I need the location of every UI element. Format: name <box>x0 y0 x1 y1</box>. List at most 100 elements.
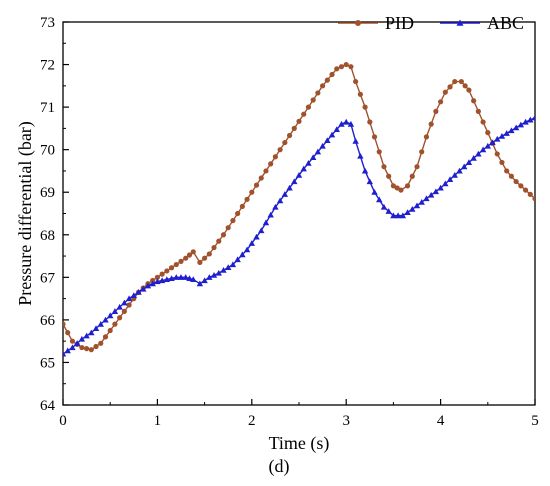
data-point <box>121 299 128 306</box>
y-tick-label: 64 <box>40 398 56 414</box>
data-point <box>432 188 440 195</box>
data-point <box>390 183 396 189</box>
data-point <box>451 172 458 178</box>
data-point <box>479 146 487 153</box>
data-point <box>168 275 175 281</box>
data-point <box>291 178 298 185</box>
data-point <box>371 189 378 195</box>
data-point <box>225 225 231 231</box>
data-point <box>243 246 251 253</box>
data-point <box>63 321 66 327</box>
data-point <box>527 116 534 123</box>
data-point <box>409 206 416 212</box>
data-point <box>168 265 175 271</box>
data-point <box>182 274 189 280</box>
data-point <box>456 167 463 174</box>
data-point <box>177 274 185 280</box>
data-point <box>286 184 293 191</box>
data-point <box>173 274 180 280</box>
data-point <box>98 340 104 346</box>
data-point <box>121 308 127 314</box>
data-point <box>428 121 434 127</box>
data-point <box>475 150 482 157</box>
data-point <box>315 90 321 96</box>
data-point <box>135 289 142 295</box>
data-point <box>262 219 270 226</box>
x-tick-label: 5 <box>531 413 539 429</box>
data-point <box>295 172 303 178</box>
data-point <box>442 180 449 187</box>
y-tick-label: 69 <box>40 185 55 201</box>
data-point <box>446 176 454 183</box>
data-point <box>201 277 208 284</box>
data-point <box>499 159 505 166</box>
data-point <box>229 261 237 268</box>
data-point <box>107 312 114 319</box>
data-point <box>69 344 76 351</box>
data-point <box>239 251 246 258</box>
data-point <box>438 99 444 105</box>
data-point <box>149 280 156 287</box>
data-point <box>130 292 137 298</box>
data-point <box>353 78 359 85</box>
data-point <box>258 227 265 234</box>
data-point <box>296 118 302 124</box>
data-point <box>380 203 388 210</box>
data-point <box>211 244 217 251</box>
series-line <box>63 63 535 351</box>
data-point <box>376 196 383 203</box>
data-point <box>361 167 369 174</box>
x-tick-label: 2 <box>248 413 256 429</box>
data-point <box>494 135 501 142</box>
data-point <box>512 124 520 131</box>
data-point <box>398 187 404 193</box>
data-point <box>102 316 109 323</box>
data-point <box>522 187 529 193</box>
legend-item-pid: PID <box>338 13 414 33</box>
data-point <box>347 120 355 127</box>
data-point <box>78 335 86 342</box>
data-point <box>239 203 245 210</box>
data-point <box>126 302 132 308</box>
data-point <box>334 66 340 72</box>
data-point <box>328 131 336 138</box>
data-point <box>183 255 189 261</box>
data-point <box>63 350 67 357</box>
data-point <box>154 274 160 280</box>
data-point <box>413 202 421 209</box>
data-point <box>466 87 472 93</box>
figure-caption: (d) <box>269 456 290 477</box>
data-point <box>498 132 506 139</box>
data-point <box>333 126 340 133</box>
data-point <box>277 147 283 153</box>
data-point <box>437 184 444 191</box>
data-point <box>79 344 85 351</box>
data-point <box>88 347 94 353</box>
data-point <box>220 267 227 273</box>
legend: PID ABC <box>338 13 524 33</box>
data-point <box>357 152 364 159</box>
legend-label: PID <box>385 13 414 33</box>
data-point <box>190 249 196 255</box>
x-tick-label: 1 <box>154 413 162 429</box>
data-point <box>234 256 241 263</box>
y-tick-label: 65 <box>40 355 55 371</box>
data-point <box>154 278 161 285</box>
data-point <box>508 127 515 134</box>
x-tick-label: 0 <box>59 413 67 429</box>
data-point <box>235 210 241 217</box>
data-point <box>88 329 95 336</box>
data-point <box>244 196 250 202</box>
data-point <box>504 168 510 174</box>
data-point <box>305 159 312 166</box>
data-point <box>352 137 359 144</box>
data-point <box>442 89 448 95</box>
data-point <box>220 232 227 238</box>
data-point <box>202 255 208 261</box>
legend-item-abc: ABC <box>440 13 524 33</box>
data-point <box>465 159 473 165</box>
data-point <box>489 139 496 146</box>
data-point <box>249 189 255 195</box>
data-point <box>366 178 373 185</box>
